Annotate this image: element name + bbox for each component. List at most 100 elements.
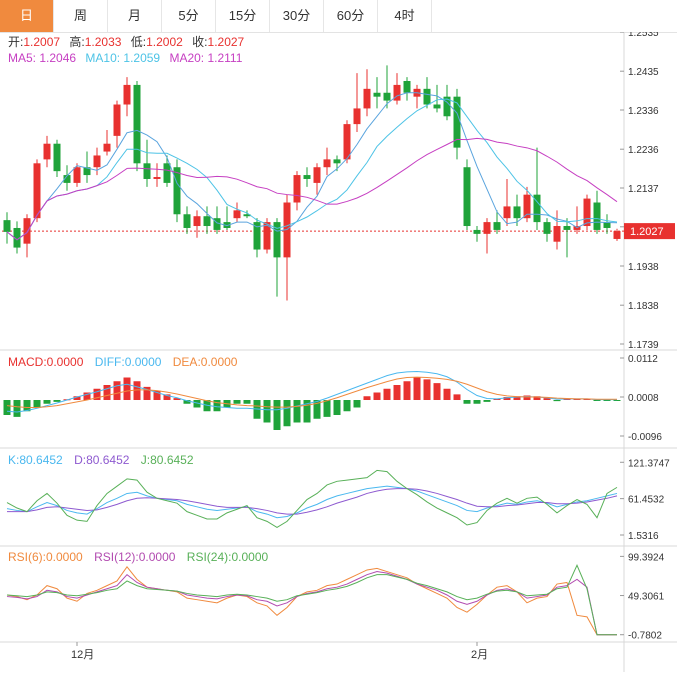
candle-body [73, 167, 81, 183]
candle-body [313, 167, 321, 183]
macd-bar [103, 385, 111, 400]
macd-bar [423, 379, 431, 400]
candle-body [203, 216, 211, 227]
candle-body [83, 167, 91, 176]
macd-bar [153, 390, 161, 400]
macd-panel [3, 370, 621, 430]
macd-bar [493, 398, 501, 400]
tab-month[interactable]: 月 [108, 0, 162, 32]
ma10-line [6, 98, 618, 241]
y-tick-label: -0.7802 [628, 631, 662, 642]
macd-bar [563, 398, 571, 400]
tab-30min[interactable]: 30分 [270, 0, 324, 32]
macd-bar [163, 394, 171, 400]
candle-body [183, 214, 191, 228]
y-tick-label: 121.3747 [628, 458, 670, 469]
candle-body [513, 206, 521, 219]
macd-bar [413, 377, 421, 400]
macd-bar [583, 398, 591, 400]
macd-legend: MACD:0.0000 DIFF:0.0000 DEA:0.0000 [8, 355, 238, 369]
macd-bar [233, 400, 241, 404]
rsi-legend: RSI(6):0.0000 RSI(12):0.0000 RSI(24):0.0… [8, 550, 269, 564]
candle-body [583, 198, 591, 227]
candle-body [293, 175, 301, 203]
period-tabs: 日 周 月 5分 15分 30分 60分 4时 [0, 0, 677, 33]
y-tick-label: 0.0112 [628, 354, 658, 365]
rsi6-line [6, 566, 617, 636]
open-value: 1.2007 [23, 35, 60, 49]
macd-bar [73, 396, 81, 400]
y-tick-label: 1.2336 [628, 106, 659, 117]
candle-body [353, 108, 361, 125]
d-line [7, 488, 618, 515]
macd-bar [593, 400, 601, 401]
macd-bar [123, 377, 131, 400]
macd-bar [503, 397, 511, 400]
candle-body [563, 226, 571, 230]
d-value: D:80.6452 [74, 453, 130, 467]
low-label: 低: [131, 35, 146, 49]
candle-body [153, 177, 161, 179]
y-tick-label: 1.5316 [628, 531, 659, 542]
tab-60min[interactable]: 60分 [324, 0, 378, 32]
j-value: J:80.6452 [141, 453, 194, 467]
macd-bar [393, 385, 401, 400]
macd-bar [513, 396, 521, 400]
candlestick-series [3, 65, 621, 301]
candle-body [613, 231, 621, 239]
candle-body [463, 167, 471, 227]
candle-body [33, 163, 41, 219]
tab-day[interactable]: 日 [0, 0, 54, 32]
tab-5min[interactable]: 5分 [162, 0, 216, 32]
macd-bar [53, 400, 61, 402]
tab-4hour[interactable]: 4时 [378, 0, 432, 32]
macd-bar [183, 400, 191, 404]
macd-bar [453, 394, 461, 400]
candle-body [543, 222, 551, 234]
macd-bar [483, 400, 491, 402]
macd-bar [313, 400, 321, 419]
rsi6-value: RSI(6):0.0000 [8, 550, 83, 564]
macd-bar [83, 392, 91, 400]
macd-bar [283, 400, 291, 427]
y-tick-label: 99.3924 [628, 552, 665, 563]
candle-body [263, 222, 271, 250]
macd-bar [143, 386, 151, 400]
y-tick-label: 1.2236 [628, 145, 659, 156]
macd-bar [243, 400, 251, 404]
candle-body [403, 80, 411, 93]
macd-bar [213, 400, 221, 412]
candle-body [343, 124, 351, 160]
dea-line [6, 376, 617, 408]
rsi12-value: RSI(12):0.0000 [94, 550, 176, 564]
y-tick-label: 1.2137 [628, 184, 659, 195]
ma10-legend: MA10: 1.2059 [85, 51, 160, 65]
candle-body [13, 227, 21, 248]
macd-bar [523, 395, 531, 400]
candle-body [383, 92, 391, 101]
candle-body [113, 104, 121, 136]
y-tick-label: 1.2535 [628, 32, 659, 39]
dea-value: DEA:0.0000 [173, 355, 238, 369]
last-price-label: 1.2027 [630, 226, 664, 238]
candle-body [523, 194, 531, 219]
chart-svg[interactable]: 1.25351.24351.23361.22361.21371.20381.19… [0, 32, 677, 676]
macd-bar [603, 400, 611, 401]
tab-15min[interactable]: 15分 [216, 0, 270, 32]
macd-bar [303, 400, 311, 423]
close-label: 收: [192, 35, 207, 49]
macd-bar [383, 388, 391, 400]
tab-week[interactable]: 周 [54, 0, 108, 32]
kdj-legend: K:80.6452 D:80.6452 J:80.6452 [8, 453, 194, 467]
candle-body [3, 220, 11, 232]
diff-value: DIFF:0.0000 [95, 355, 162, 369]
macd-bar [193, 400, 201, 408]
candle-body [213, 218, 221, 230]
candle-body [303, 175, 311, 179]
candle-body [273, 222, 281, 258]
k-line [6, 485, 618, 519]
candle-body [323, 159, 331, 168]
macd-bar [463, 400, 471, 404]
candle-body [163, 163, 171, 183]
candle-body [243, 214, 251, 217]
